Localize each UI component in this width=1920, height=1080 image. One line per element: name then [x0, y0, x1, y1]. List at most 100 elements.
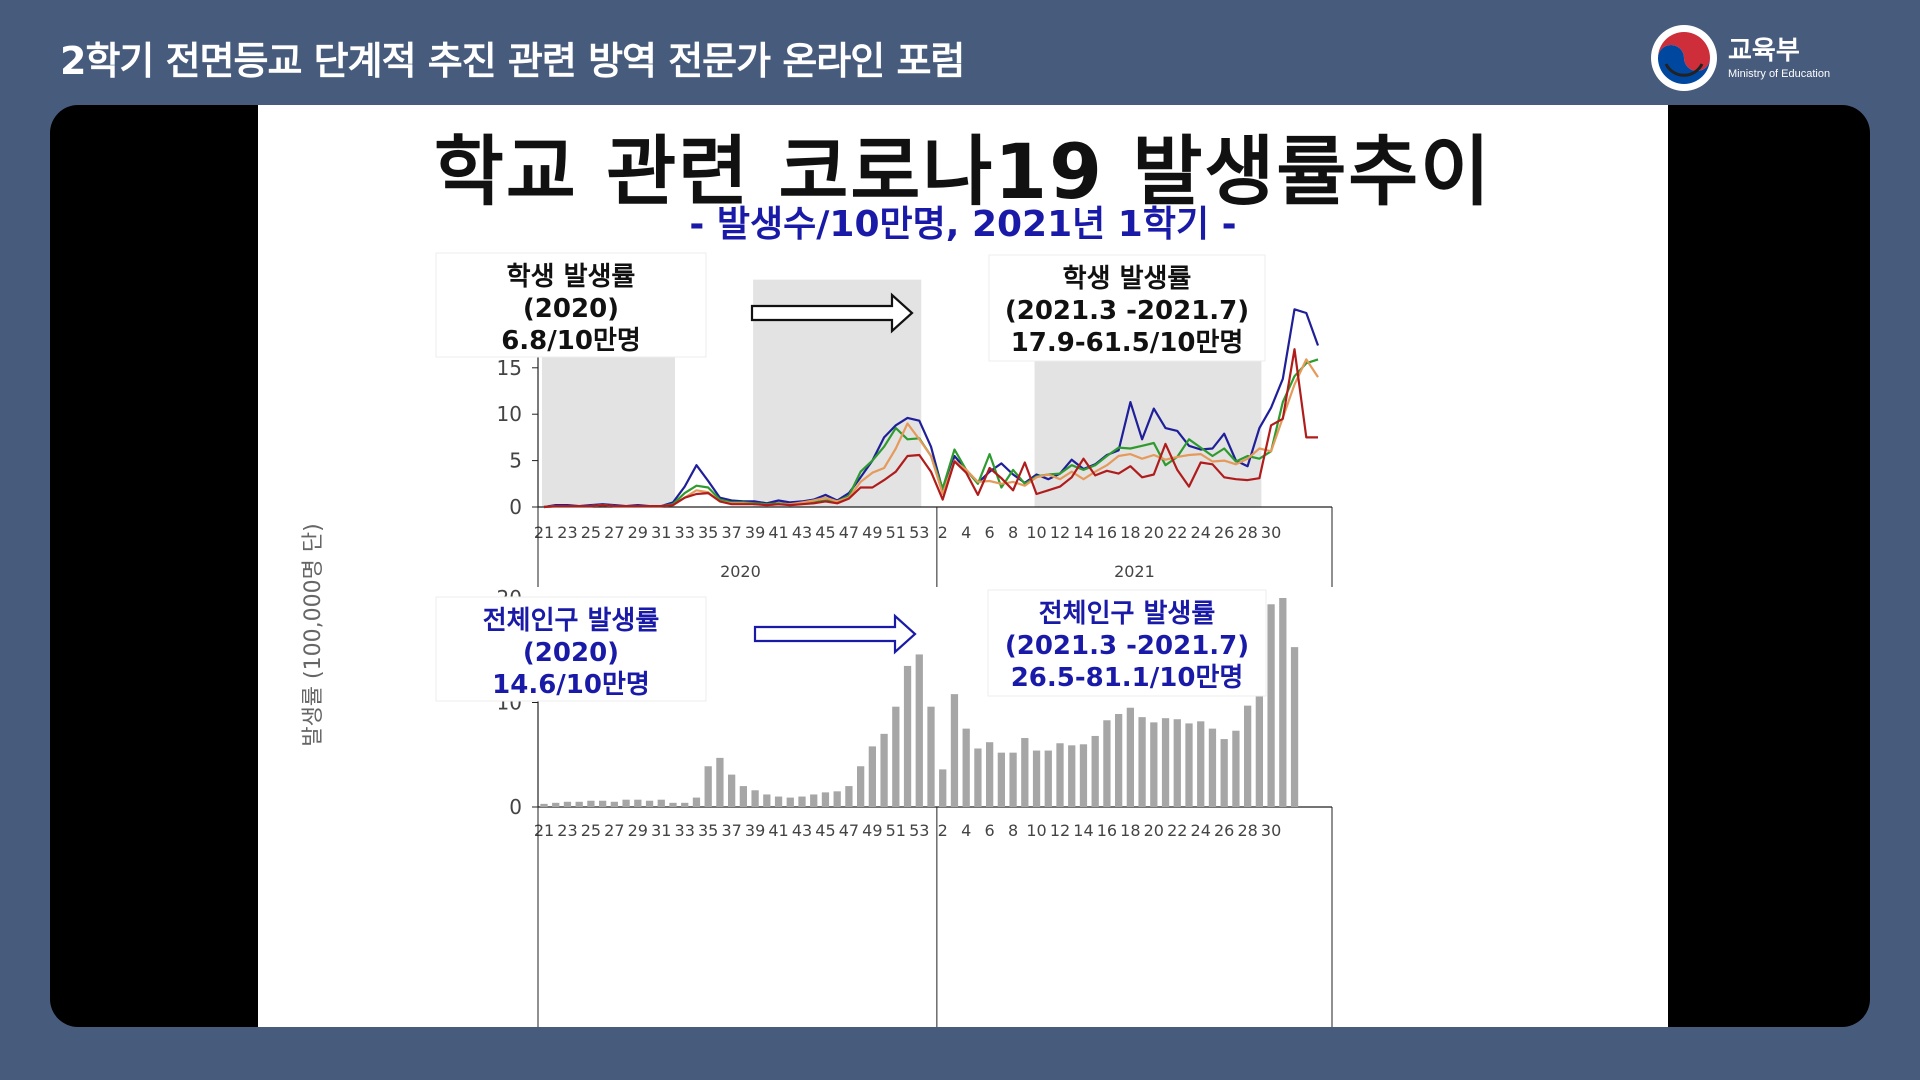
- bar: [1056, 743, 1064, 807]
- bar-x-tick-label: 21: [534, 821, 554, 840]
- line-y-tick-label: 15: [497, 356, 522, 380]
- year-label-2021: 2021: [1114, 562, 1155, 581]
- line-x-tick-label: 2: [938, 523, 948, 542]
- bar-x-tick-label: 35: [698, 821, 718, 840]
- student-rate-line-chart: 0510152025212325272931333537394143454749…: [435, 252, 1333, 587]
- bar: [1009, 752, 1017, 807]
- line-x-tick-label: 21: [534, 523, 554, 542]
- bar: [575, 801, 583, 807]
- bar: [974, 748, 982, 807]
- bar-x-tick-label: 26: [1214, 821, 1234, 840]
- line-x-tick-label: 45: [815, 523, 835, 542]
- bar: [786, 797, 794, 807]
- bar-x-tick-label: 47: [839, 821, 859, 840]
- bar: [657, 799, 665, 807]
- arrow-right-icon: [753, 613, 917, 655]
- bar-x-tick-label: 4: [961, 821, 971, 840]
- annotation-population-2021-box: [987, 589, 1267, 697]
- bar: [915, 654, 923, 807]
- bar-x-tick-label: 8: [1008, 821, 1018, 840]
- bar: [1068, 745, 1076, 807]
- annotation-population-2020-line-3: 14.6/10만명: [492, 670, 650, 700]
- annotation-student-2020-line-3: 6.8/10만명: [501, 326, 641, 356]
- bar-x-tick-label: 23: [557, 821, 577, 840]
- bar-y-tick-label: 0: [509, 795, 522, 819]
- bar: [927, 706, 935, 807]
- line-x-tick-label: 16: [1097, 523, 1117, 542]
- line-x-tick-label: 37: [721, 523, 741, 542]
- bar: [1161, 718, 1170, 807]
- bar: [1232, 730, 1240, 807]
- year-label-2020: 2020: [720, 562, 761, 581]
- line-x-tick-label: 20: [1144, 523, 1164, 542]
- line-x-tick-label: 24: [1191, 523, 1211, 542]
- line-x-tick-label: 30: [1261, 523, 1281, 542]
- line-x-tick-label: 6: [985, 523, 995, 542]
- broadcast-title: 2학기 전면등교 단계적 추진 관련 방역 전문가 온라인 포럼: [60, 39, 965, 83]
- bar: [1091, 735, 1099, 807]
- line-x-tick-label: 49: [862, 523, 882, 542]
- bar-x-tick-label: 33: [675, 821, 695, 840]
- annotation-student-2021-box: [988, 254, 1266, 362]
- annotation-population-2021-line-2: (2021.3 -2021.7): [1005, 631, 1249, 661]
- taegeuk-emblem-icon: [1651, 25, 1717, 91]
- line-x-tick-label: 27: [604, 523, 624, 542]
- bar: [681, 802, 689, 807]
- line-x-tick-label: 10: [1026, 523, 1046, 542]
- video-frame: 학교 관련 코로나19 발생률추이 - 발생수/10만명, 2021년 1학기 …: [50, 105, 1870, 1027]
- bar: [810, 794, 818, 807]
- bar: [1103, 720, 1111, 807]
- bar: [1197, 721, 1205, 807]
- bar-x-tick-label: 27: [604, 821, 624, 840]
- bar: [540, 803, 548, 807]
- line-series-1: [543, 308, 1320, 509]
- annotation-population-2020-line-2: (2020): [523, 638, 619, 668]
- bar: [986, 742, 994, 807]
- bar: [892, 706, 900, 807]
- line-x-tick-label: 51: [886, 523, 906, 542]
- line-x-tick-label: 25: [581, 523, 601, 542]
- annotation-student-2021-line-3: 17.9-61.5/10만명: [1011, 328, 1244, 358]
- bar: [845, 786, 853, 807]
- annotation-student-2020-line-1: 학생 발생률: [507, 262, 636, 292]
- bar: [763, 794, 771, 807]
- bar: [833, 791, 841, 807]
- line-x-tick-label: 23: [557, 523, 577, 542]
- annotation-population-2021: 전체인구 발생률(2021.3 -2021.7)26.5-81.1/10만명: [987, 589, 1267, 697]
- bar-x-tick-label: 24: [1191, 821, 1211, 840]
- line-series-4: [543, 348, 1318, 509]
- charts-canvas: 0510152025212325272931333537394143454749…: [301, 252, 1333, 1027]
- bar-x-tick-label: 30: [1261, 821, 1281, 840]
- annotation-student-2021-line-2: (2021.3 -2021.7): [1005, 296, 1249, 326]
- bar: [1220, 739, 1228, 807]
- bar-x-tick-label: 20: [1144, 821, 1164, 840]
- bar: [610, 801, 618, 807]
- bar: [669, 802, 677, 807]
- bar: [997, 752, 1005, 807]
- annotation-student-2021-line-1: 학생 발생률: [1063, 264, 1192, 294]
- bar: [1079, 744, 1088, 807]
- bar: [1208, 728, 1217, 807]
- y-axis-title: 발생률 (100,000명 단): [301, 523, 326, 746]
- presentation-slide: 학교 관련 코로나19 발생률추이 - 발생수/10만명, 2021년 1학기 …: [258, 105, 1668, 1027]
- line-x-tick-label: 33: [675, 523, 695, 542]
- bar: [692, 797, 701, 807]
- line-y-tick-label: 5: [509, 449, 522, 473]
- bar-x-tick-label: 28: [1237, 821, 1257, 840]
- line-x-tick-label: 47: [839, 523, 859, 542]
- bar: [1244, 705, 1252, 807]
- bar: [1185, 723, 1193, 807]
- line-x-tick-label: 4: [961, 523, 971, 542]
- bar: [587, 800, 595, 807]
- line-x-tick-label: 39: [745, 523, 765, 542]
- bar-x-tick-label: 10: [1026, 821, 1046, 840]
- bar: [645, 800, 654, 807]
- bar: [563, 801, 572, 807]
- bar: [1279, 598, 1287, 807]
- bar-x-tick-label: 25: [581, 821, 601, 840]
- bar: [1255, 653, 1263, 807]
- bar: [1021, 738, 1029, 807]
- bar-x-tick-label: 16: [1097, 821, 1117, 840]
- bar-x-tick-label: 31: [651, 821, 671, 840]
- bar-x-tick-label: 6: [985, 821, 995, 840]
